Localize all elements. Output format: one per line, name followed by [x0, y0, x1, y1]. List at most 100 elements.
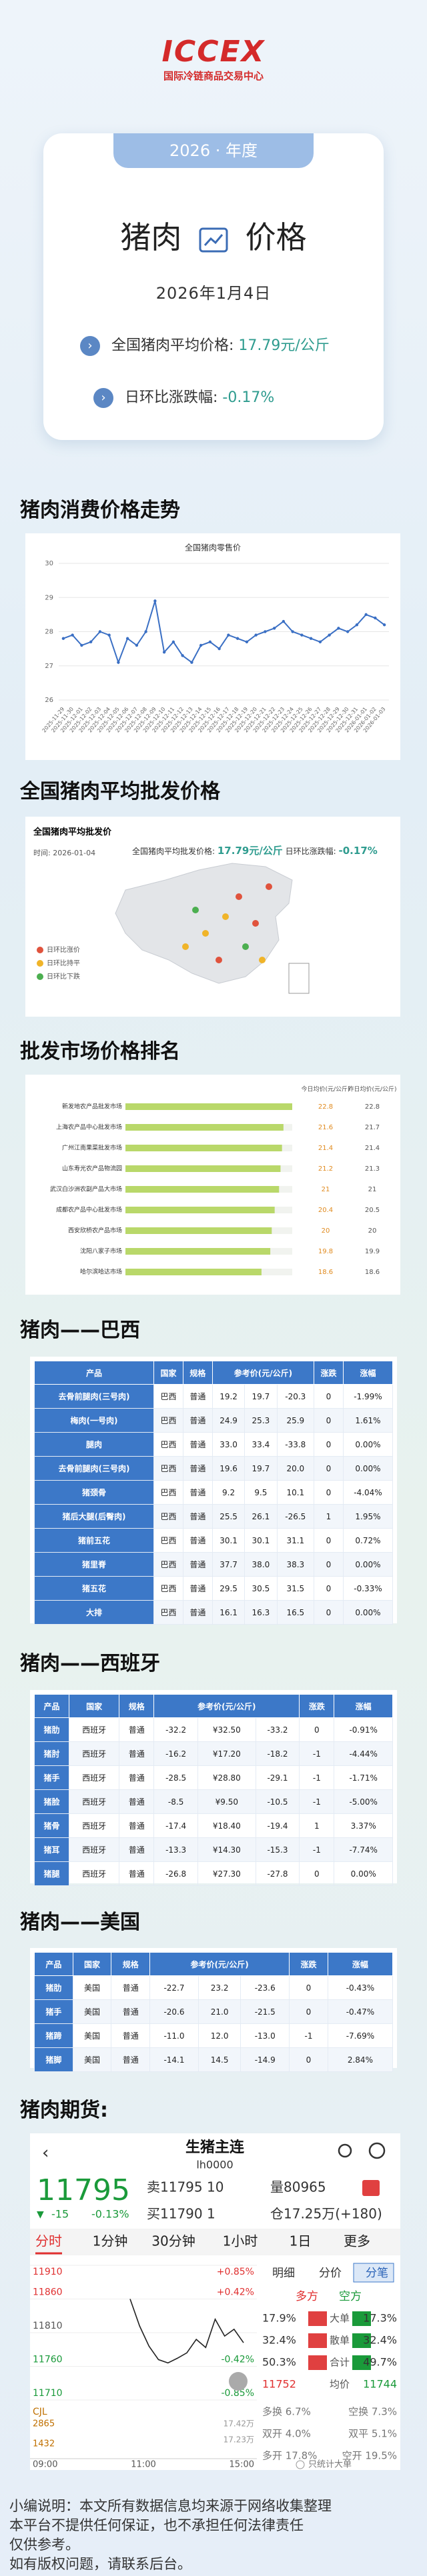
cell: ¥32.50 [197, 1717, 256, 1742]
name: 生猪主连 [185, 2139, 245, 2156]
cell: 9.5 [244, 1480, 278, 1505]
cell: 猪脚 [34, 2047, 73, 2072]
cell: 0.00% [342, 1552, 394, 1577]
price: 11795 [37, 2173, 130, 2207]
cell: 普通 [182, 1600, 213, 1625]
dot [202, 930, 209, 937]
cell: 0 [314, 1480, 344, 1505]
cell: 巴西 [153, 1384, 183, 1409]
cell: 猪蹄 [34, 2023, 73, 2048]
point [291, 630, 294, 633]
cell: -5.00% [334, 1789, 393, 1814]
tab-bar [30, 2229, 400, 2255]
cell: -7.74% [334, 1837, 393, 1862]
point [190, 661, 193, 664]
row: 猪手 美国 普通 -20.6 21.0 -21.5 0 -0.47% [34, 1999, 394, 2024]
cell: 猪五花 [34, 1576, 154, 1601]
cell: 1 [299, 1813, 335, 1838]
footer-line: 小编说明：本文所有数据信息均来源于网络收集整理 [9, 2498, 332, 2514]
tab[interactable]: 更多 [344, 2233, 370, 2249]
cell: 1.95% [342, 1504, 394, 1529]
china-map [115, 863, 293, 984]
logo: ICCEX 国际冷链商品交易中心 [0, 35, 427, 83]
point [181, 654, 184, 657]
expand-button[interactable] [229, 2372, 248, 2391]
change-label: 日环比涨跌幅: [125, 389, 218, 406]
price-line [129, 2299, 244, 2364]
footer-line: 仅供参考。 [9, 2537, 79, 2553]
cell: 38.3 [276, 1552, 315, 1577]
flow-left: 50.3% [262, 2356, 296, 2369]
point [71, 633, 74, 637]
cell: -33.2 [255, 1717, 300, 1742]
code: lh0000 [196, 2159, 233, 2171]
header-cell: 规格 [111, 1952, 151, 1976]
table-card: 产品 国家 规格 参考价(元/公斤) 涨跌 涨幅 猪肋 美国 普通 -22.7 23.2 -23.6 0… [30, 1948, 397, 2072]
point [125, 637, 129, 640]
cell: 巴西 [153, 1408, 183, 1433]
cell: -10.5 [255, 1789, 300, 1814]
bar [125, 1186, 280, 1193]
tab[interactable]: 分时 [35, 2233, 62, 2249]
flow-mid: 合计 [330, 2357, 350, 2369]
flow-bar [352, 2333, 371, 2348]
row: 猪前五花 巴西 普通 30.1 30.1 31.1 0 0.72% [34, 1528, 394, 1553]
section-title: 全国猪肉平均批发价格 [20, 780, 220, 803]
side-tab[interactable]: 分笔 [366, 2267, 388, 2280]
y-tick-label: 28 [45, 629, 53, 636]
point [272, 627, 276, 630]
change: -15 [51, 2208, 69, 2221]
search-icon[interactable] [338, 2143, 352, 2158]
cell: -1 [299, 1789, 335, 1814]
tab[interactable]: 30分钟 [151, 2233, 195, 2249]
bar [125, 1227, 272, 1234]
time-label: 11:00 [131, 2460, 155, 2470]
cell: -21.5 [240, 1999, 290, 2024]
table-wrap: 产品 国家 规格 参考价(元/公斤) 涨跌 涨幅 去骨前腿肉(三号肉) 巴西 普通 19.2 19.… [34, 1361, 394, 1625]
point [61, 637, 65, 640]
map-title: 全国猪肉平均批发价 [33, 827, 112, 837]
tab[interactable]: 1分钟 [93, 2233, 128, 2249]
side-tab[interactable]: 分价 [319, 2267, 342, 2280]
market-name: 沈阳八家子市场 [80, 1247, 122, 1255]
row: 猪肋 美国 普通 -22.7 23.2 -23.6 0 -0.43% [34, 1975, 394, 2000]
cell: 0 [289, 1975, 328, 2000]
point [135, 643, 139, 647]
yesterday-value: 22.8 [365, 1103, 380, 1111]
cell: -4.04% [342, 1480, 394, 1505]
cell: ¥18.40 [197, 1813, 256, 1838]
alert-icon[interactable] [362, 2180, 380, 2196]
cell: -4.44% [334, 1741, 393, 1766]
tab[interactable]: 1小时 [223, 2233, 258, 2249]
flow-mid: 散单 [330, 2335, 350, 2347]
legend-label: 日环比持平 [47, 959, 80, 967]
cell: 14.5 [197, 2047, 242, 2072]
checkbox[interactable] [296, 2460, 305, 2469]
cell: -14.1 [149, 2047, 199, 2072]
cell: -13.3 [153, 1837, 198, 1862]
clock-icon[interactable] [368, 2142, 386, 2159]
cell: 33.4 [244, 1432, 278, 1457]
table-wrap: 产品 国家 规格 参考价(元/公斤) 涨跌 涨幅 猪肋 美国 普通 -22.7 23.2 -23.6 0… [34, 1952, 394, 2072]
point [355, 623, 359, 627]
bar [125, 1207, 275, 1213]
cell: ¥9.50 [197, 1789, 256, 1814]
cell: 25.3 [244, 1408, 278, 1433]
cell: 普通 [182, 1480, 213, 1505]
cell: 西班牙 [69, 1765, 120, 1790]
side-tab[interactable]: 明细 [272, 2267, 295, 2280]
row: 猪肋 西班牙 普通 -32.2 ¥32.50 -33.2 0 -0.91% [33, 1717, 393, 1742]
row: 猪五花 巴西 普通 29.5 30.5 31.5 0 -0.33% [34, 1576, 394, 1601]
header-cell: 国家 [153, 1361, 183, 1385]
cell: -20.3 [276, 1384, 315, 1409]
cell: 0 [314, 1528, 344, 1553]
tab[interactable]: 1日 [290, 2233, 312, 2249]
yesterday-value: 20.5 [365, 1207, 380, 1214]
header-cell: 涨幅 [334, 1694, 393, 1718]
cell: -1 [289, 2023, 328, 2048]
dot [216, 957, 222, 963]
today-value: 22.8 [318, 1103, 333, 1111]
cell: 1.61% [342, 1408, 394, 1433]
cell: -1 [299, 1765, 335, 1790]
back-button[interactable]: ‹ [42, 2143, 49, 2163]
